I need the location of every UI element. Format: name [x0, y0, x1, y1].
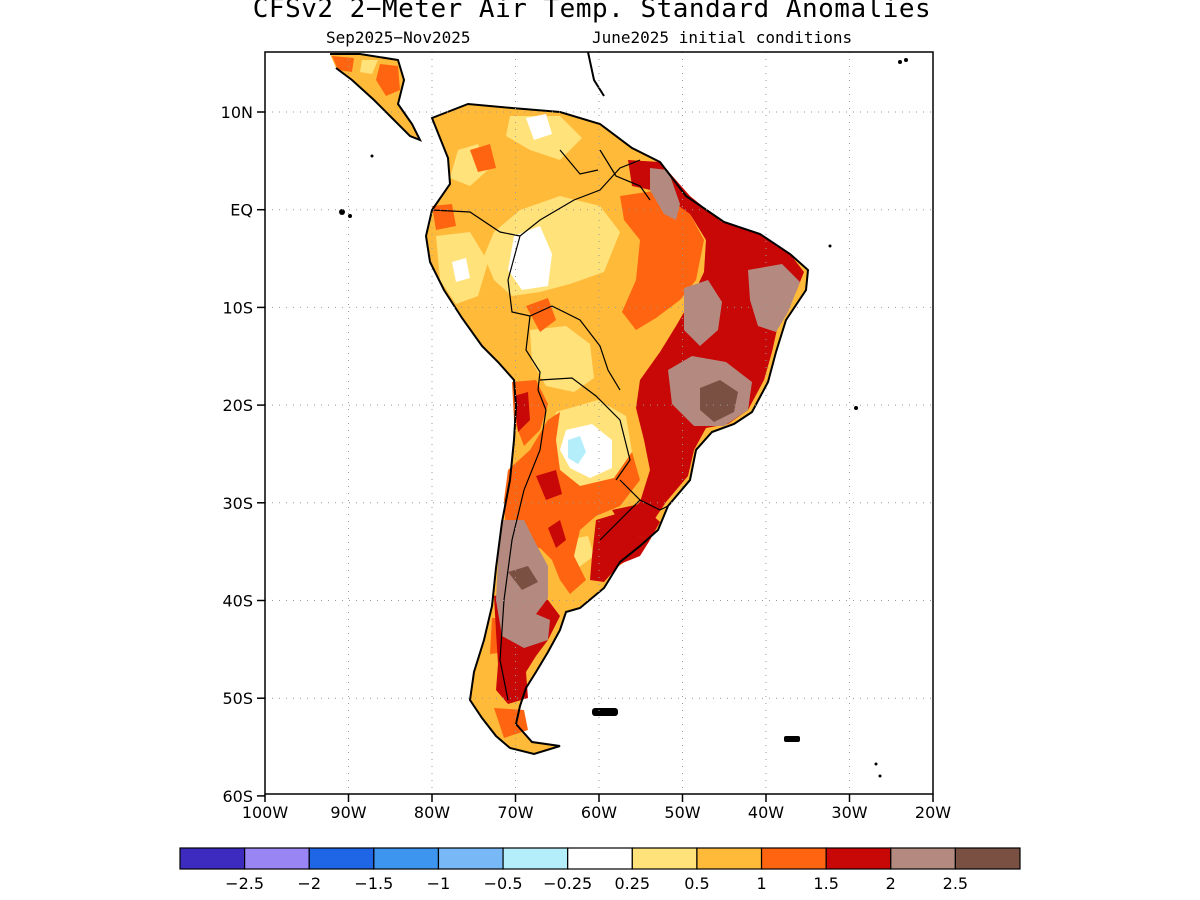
- lon-tick-label: 40W: [748, 803, 784, 822]
- colorbar-label: 1: [756, 874, 766, 893]
- colorbar-swatch: [244, 847, 310, 870]
- colorbar-swatch: [825, 847, 892, 870]
- colorbar-label: −2: [297, 874, 321, 893]
- initial-conditions: June2025 initial conditions: [592, 28, 853, 47]
- colorbar-label: 0.25: [614, 874, 650, 893]
- colorbar-label: 2.5: [943, 874, 968, 893]
- colorbar-swatch: [502, 847, 569, 870]
- colorbar-legend: −2.5 −2 −1.5 −1 −0.5 −0.25 0.25 0.5 1 1.5 2 2.5: [179, 847, 1021, 893]
- coastlines: [330, 52, 810, 756]
- lon-tick-label: 80W: [414, 803, 450, 822]
- colorbar-swatch: [696, 847, 763, 870]
- forecast-period: Sep2025−Nov2025: [326, 28, 471, 47]
- colorbar-label: −0.25: [543, 874, 592, 893]
- lat-tick-label: 40S: [222, 592, 253, 611]
- colorbar-label: −1: [427, 874, 451, 893]
- lat-tick-label: 60S: [222, 787, 253, 806]
- lon-tick-label: 70W: [497, 803, 533, 822]
- colorbar-label: −0.5: [484, 874, 523, 893]
- map-title: CFSv2 2−Meter Air Temp. Standard Anomali…: [252, 0, 932, 24]
- cool-anomaly: [568, 436, 586, 464]
- colorbar-swatch: [890, 847, 956, 870]
- colorbar-swatch: [567, 847, 633, 870]
- lat-tick-label: 10N: [221, 103, 253, 122]
- lat-tick-label: EQ: [230, 201, 253, 220]
- colorbar-swatch: [760, 847, 827, 870]
- colorbar-label: 1.5: [813, 874, 838, 893]
- lat-tick-label: 50S: [222, 689, 253, 708]
- colorbar-label: −2.5: [225, 874, 264, 893]
- lat-tick-label: 10S: [222, 298, 253, 317]
- lon-tick-label: 60W: [581, 803, 617, 822]
- colorbar-swatch: [308, 847, 375, 870]
- lat-tick-label: 30S: [222, 494, 253, 513]
- colorbar-label: 2: [886, 874, 896, 893]
- colorbar-swatch: [179, 847, 246, 870]
- colorbar-swatch: [631, 847, 698, 870]
- latitude-labels: 10N EQ 10S 20S 30S 40S 50S 60S: [221, 103, 265, 806]
- lon-tick-label: 100W: [242, 803, 289, 822]
- anomaly-shading: [330, 54, 808, 754]
- lon-tick-label: 90W: [330, 803, 366, 822]
- colorbar-swatch: [373, 847, 440, 870]
- colorbar-label: −1.5: [354, 874, 393, 893]
- lon-tick-label: 30W: [831, 803, 867, 822]
- colorbar-label: 0.5: [684, 874, 709, 893]
- colorbar-swatch: [437, 847, 504, 870]
- longitude-labels: 100W 90W 80W 70W 60W 50W 40W 30W 20W: [242, 794, 951, 822]
- lon-tick-label: 50W: [664, 803, 700, 822]
- colorbar-swatch: [954, 847, 1021, 870]
- lon-tick-label: 20W: [915, 803, 951, 822]
- lat-tick-label: 20S: [222, 396, 253, 415]
- grid-lines: [265, 52, 933, 794]
